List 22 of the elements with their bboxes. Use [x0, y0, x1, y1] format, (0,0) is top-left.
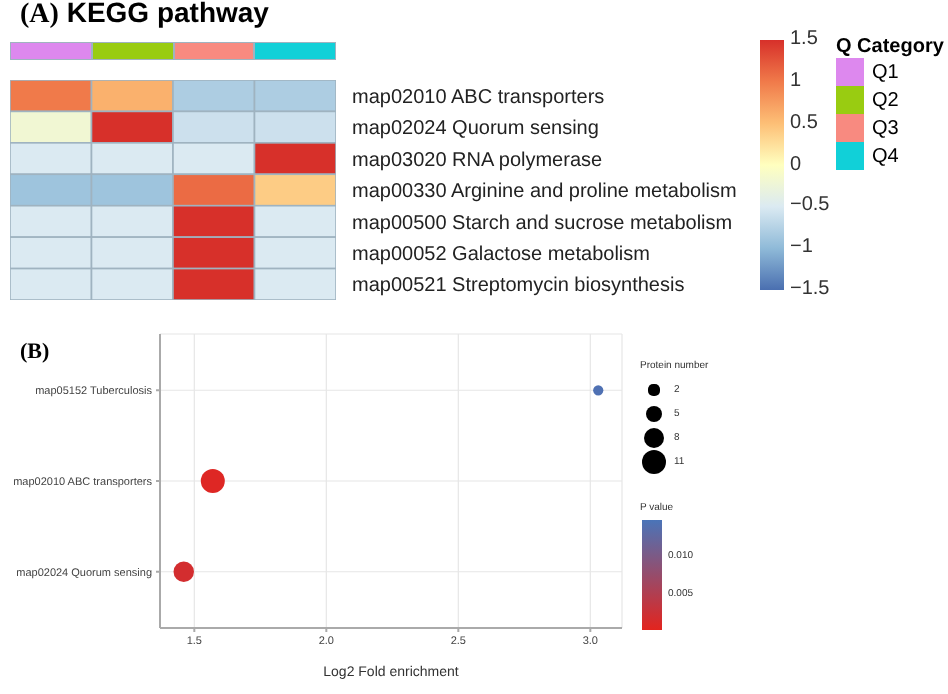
color-bar-label: 1	[790, 67, 802, 96]
y-tick-label: map03020 RNA polymerase	[352, 149, 604, 172]
text: Q3	[872, 117, 899, 139]
color-bar-label: 1.5	[790, 26, 818, 54]
color-bar-label: −1	[790, 234, 813, 263]
y-tick-label: map00052 Galactose metabolism	[352, 243, 650, 266]
text: (B)	[20, 340, 50, 364]
y-tick-label: map00500 Starch and sucrose metabolism	[352, 212, 733, 235]
color-bar-label: −1.5	[790, 276, 830, 304]
color-bar-label: −0.5	[790, 192, 830, 221]
text: Q2	[872, 89, 899, 111]
y-tick-label: map00521 Streptomycin biosynthesis	[352, 275, 685, 298]
legend-title: Q Category	[836, 36, 944, 58]
text: Q4	[872, 145, 899, 167]
text: Q1	[872, 61, 899, 83]
y-tick-label: map00330 Arginine and proline metabolism	[352, 181, 737, 204]
y-tick-label: map02010 ABC transporters	[352, 86, 605, 109]
text: (A)	[20, 0, 59, 30]
color-bar-label: 0	[790, 151, 802, 179]
y-tick-label: map02024 Quorum sensing	[352, 118, 599, 141]
chart-title: KEGG pathway	[66, 0, 269, 28]
color-bar-label: 0.5	[790, 109, 818, 138]
